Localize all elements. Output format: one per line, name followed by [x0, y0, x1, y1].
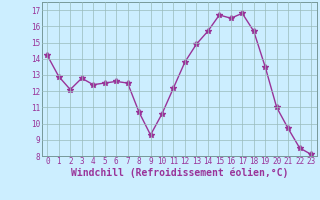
X-axis label: Windchill (Refroidissement éolien,°C): Windchill (Refroidissement éolien,°C)	[70, 168, 288, 178]
